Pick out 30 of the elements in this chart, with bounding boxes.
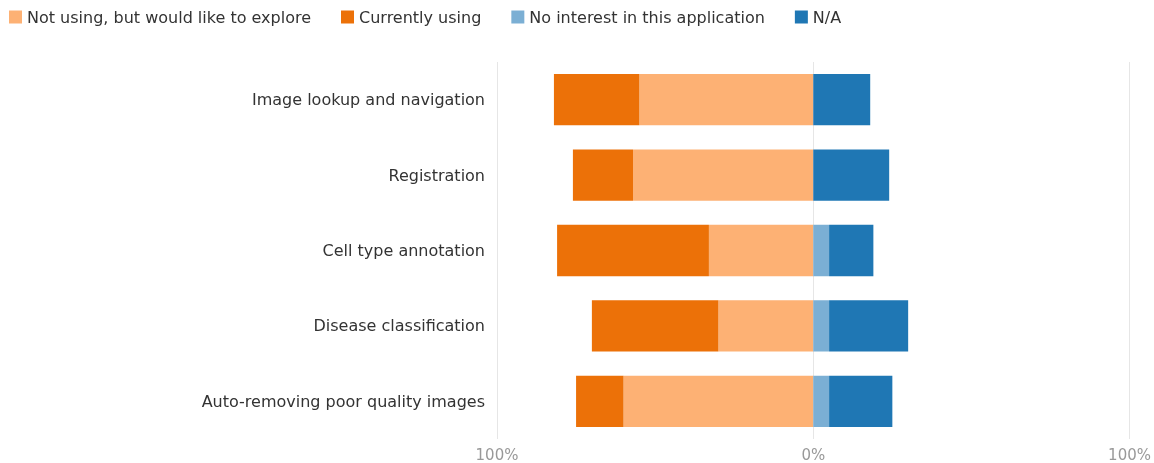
bar (813, 149, 890, 201)
bar (623, 375, 814, 427)
bar (813, 375, 830, 427)
bar (813, 74, 871, 126)
x-tick-label: 0% (801, 445, 826, 463)
bar (572, 149, 633, 201)
bar (813, 300, 830, 352)
legend-label: Currently using (359, 7, 482, 27)
bar (829, 375, 893, 427)
y-tick-label: Registration (388, 165, 485, 185)
legend-label: No interest in this application (529, 7, 765, 27)
legend-label: Not using, but would like to explore (27, 7, 312, 27)
y-tick-label: Disease classification (313, 316, 485, 336)
y-tick-label: Cell type annotation (322, 241, 485, 260)
bar (633, 149, 814, 201)
bar (829, 300, 909, 352)
bar (718, 300, 814, 352)
bar (557, 224, 709, 277)
bar (591, 300, 719, 352)
bar (829, 224, 874, 277)
legend-label: N/A (812, 7, 842, 27)
y-tick-label: Auto-removing poor quality images (201, 391, 485, 411)
bar (639, 74, 814, 126)
bar (576, 375, 624, 427)
bar (553, 74, 640, 126)
bar (708, 224, 814, 277)
y-tick-label: Image lookup and navigation (251, 90, 485, 110)
x-tick-label: 100% (1108, 445, 1151, 463)
x-tick-label: 100% (475, 445, 519, 463)
bar (813, 224, 830, 277)
